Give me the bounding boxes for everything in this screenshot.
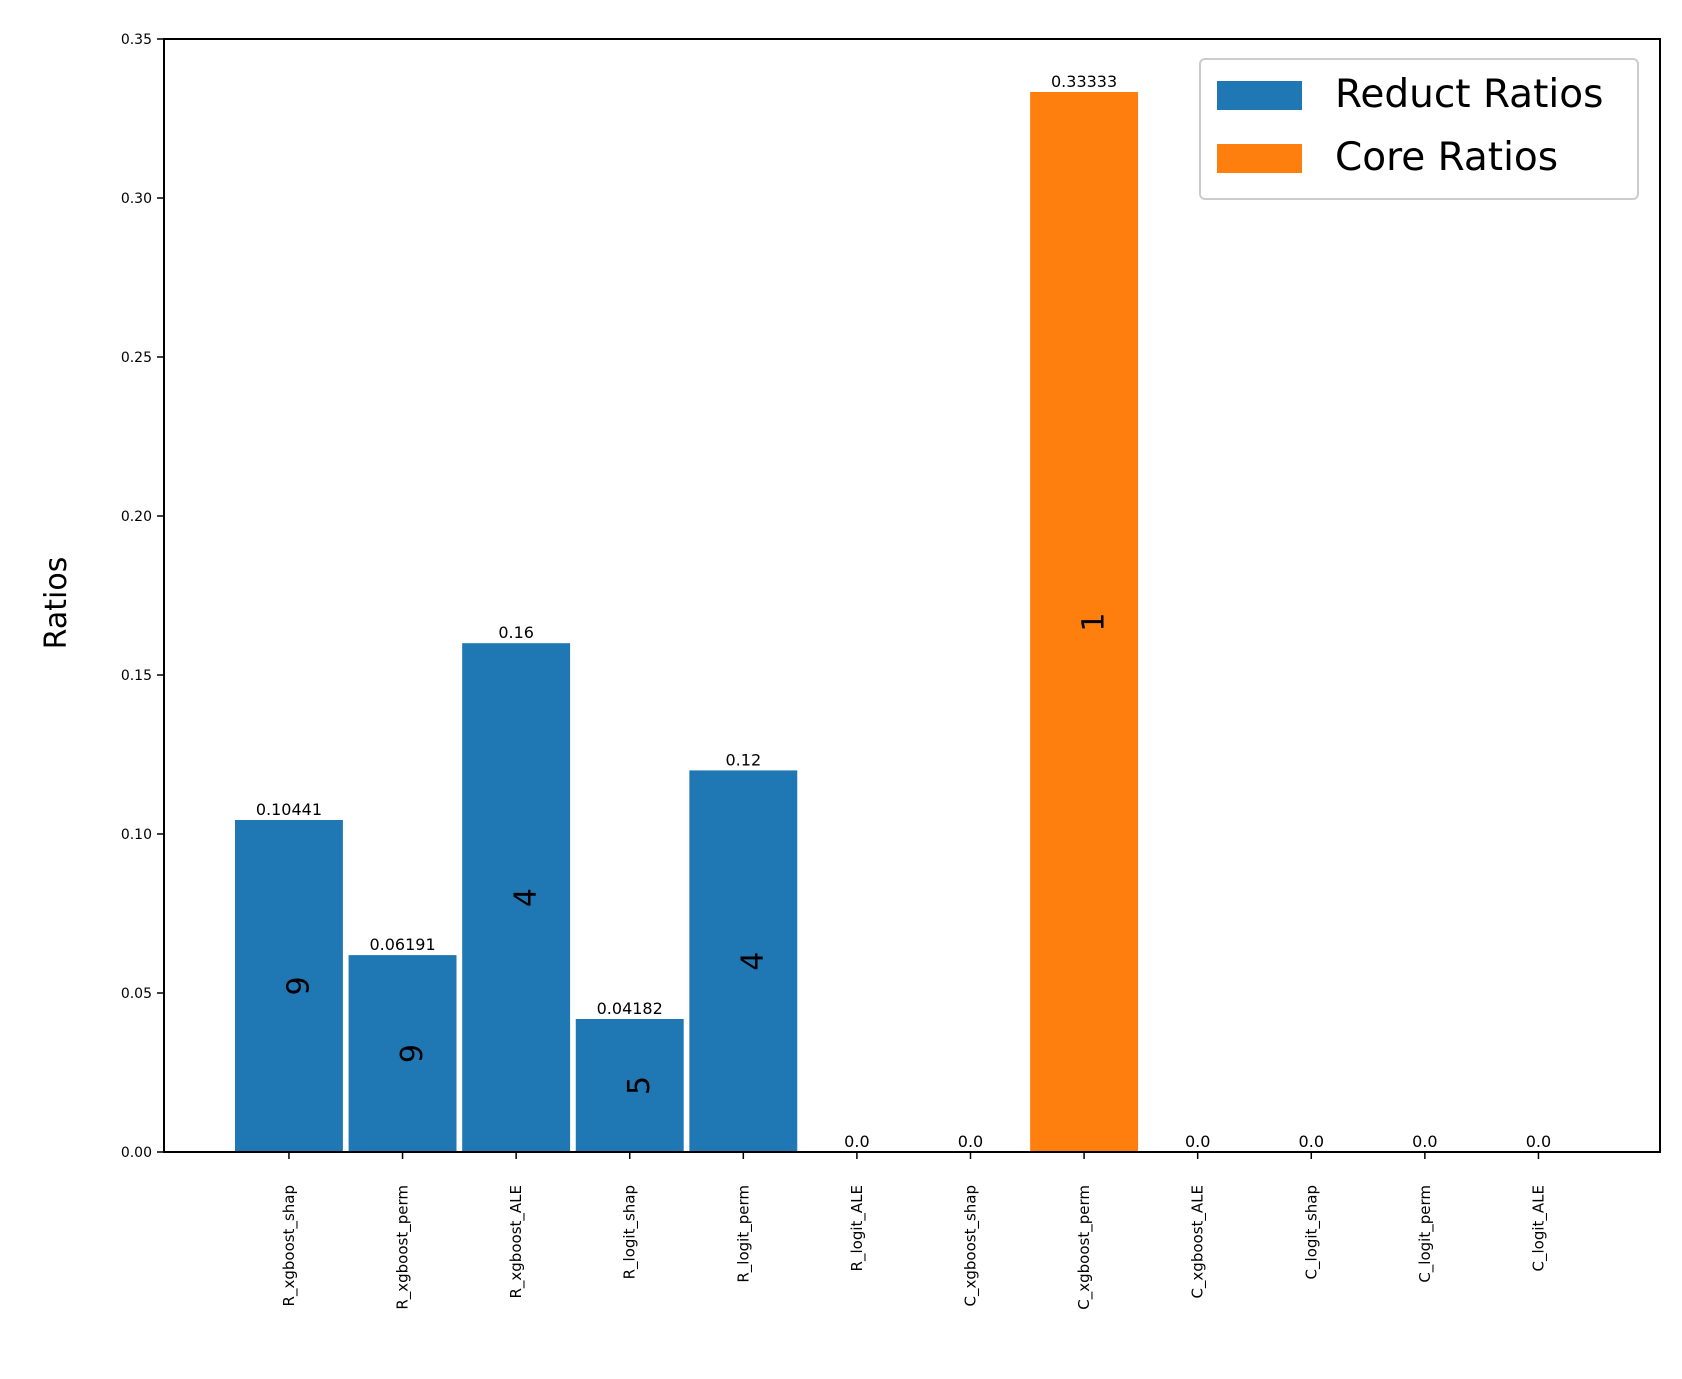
- value-label: 0.0: [958, 1132, 983, 1151]
- bar: [348, 955, 457, 1152]
- x-tick-label: C_logit_perm: [1416, 1185, 1435, 1283]
- y-tick-label: 0.05: [121, 986, 152, 1002]
- legend-label: Core Ratios: [1335, 135, 1558, 180]
- value-label: 0.16: [498, 623, 534, 642]
- x-tick-label: C_logit_ALE: [1529, 1185, 1548, 1271]
- bar-annotation: 1: [1077, 612, 1112, 631]
- x-tick-label: R_logit_shap: [621, 1185, 640, 1279]
- value-label: 0.0: [1526, 1132, 1551, 1151]
- x-tick-label: C_xgboost_perm: [1075, 1185, 1094, 1310]
- axes-frame: [163, 38, 1661, 1153]
- bar: [689, 770, 798, 1152]
- x-tick-label: C_xgboost_ALE: [1189, 1185, 1208, 1299]
- bar-annotation: 4: [509, 888, 544, 907]
- x-tick-label: C_xgboost_shap: [961, 1185, 980, 1306]
- bar: [575, 1019, 684, 1152]
- value-label: 0.04182: [597, 999, 663, 1018]
- x-tick-label: C_logit_shap: [1302, 1185, 1321, 1279]
- bar: [462, 643, 571, 1152]
- bar: [1030, 92, 1139, 1152]
- y-tick-label: 0.15: [121, 668, 152, 684]
- y-axis-label: Ratios: [39, 557, 74, 650]
- value-label: 0.12: [726, 750, 762, 769]
- legend-label: Reduct Ratios: [1335, 72, 1603, 117]
- y-tick-label: 0.25: [121, 350, 152, 366]
- y-tick-label: 0.00: [121, 1145, 152, 1161]
- value-label: 0.10441: [256, 800, 322, 819]
- y-tick-label: 0.10: [121, 827, 152, 843]
- y-tick-label: 0.30: [121, 191, 152, 207]
- value-label: 0.0: [844, 1132, 869, 1151]
- bar-annotation: 9: [395, 1044, 430, 1063]
- bar-annotation: 5: [622, 1076, 657, 1095]
- bar-annotation: 4: [736, 952, 771, 971]
- legend-swatch: [1217, 144, 1302, 173]
- x-tick-label: R_logit_ALE: [848, 1185, 867, 1271]
- y-tick-label: 0.20: [121, 509, 152, 525]
- x-tick-label: R_logit_perm: [734, 1185, 753, 1283]
- value-label: 0.33333: [1051, 72, 1117, 91]
- value-label: 0.0: [1185, 1132, 1210, 1151]
- x-tick-label: R_xgboost_perm: [394, 1185, 413, 1310]
- bar-annotation: 9: [281, 976, 316, 995]
- bar: [234, 819, 343, 1152]
- legend-box: [1199, 58, 1639, 200]
- value-label: 0.0: [1412, 1132, 1437, 1151]
- x-tick-label: R_xgboost_shap: [280, 1185, 299, 1306]
- value-label: 0.06191: [369, 935, 435, 954]
- x-tick-label: R_xgboost_ALE: [507, 1185, 526, 1299]
- legend-swatch: [1217, 81, 1302, 110]
- y-tick-label: 0.35: [121, 32, 152, 48]
- value-label: 0.0: [1299, 1132, 1324, 1151]
